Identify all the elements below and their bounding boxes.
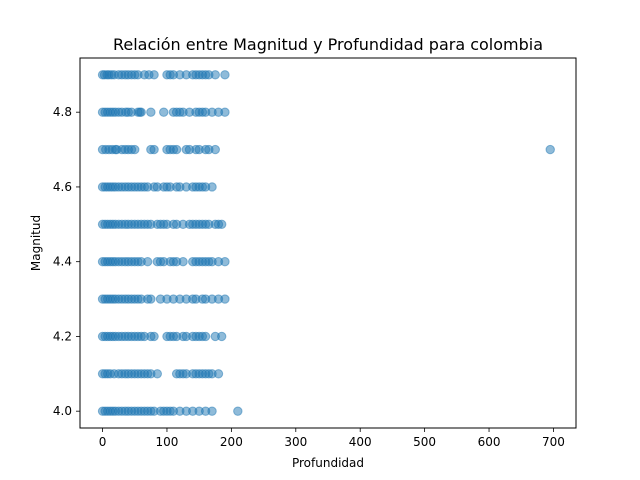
data-point [220,256,230,267]
data-point [152,369,163,379]
plot-frame [79,57,577,429]
data-point [233,406,243,416]
data-point [149,144,159,155]
y-tick-label: 4.2 [53,329,72,343]
x-tick-label: 0 [99,435,107,449]
data-point [210,144,220,155]
data-point [149,331,159,342]
x-axis-title: Profundidad [292,456,364,470]
data-point [217,219,227,230]
x-axis-ticks: 0 100 200 300 400 500 600 700 [99,428,565,449]
x-tick-label: 200 [220,435,243,449]
data-point [217,331,227,342]
data-point [220,70,230,80]
y-tick-label: 4.4 [53,255,72,269]
x-tick-label: 500 [413,435,436,449]
y-axis-title: Magnitud [29,215,43,271]
y-tick-label: 4.0 [53,404,72,418]
data-point [213,369,224,379]
data-point [207,406,217,416]
y-tick-label: 4.6 [53,180,72,194]
x-tick-label: 300 [284,435,307,449]
data-point [545,144,555,155]
data-point [130,144,140,155]
data-points [97,70,555,416]
data-point [200,331,211,342]
data-point [149,70,159,80]
data-point [136,107,146,117]
data-point [178,256,188,267]
y-axis-ticks: 4.0 4.2 4.4 4.6 4.8 [53,105,80,418]
data-point [146,294,156,304]
x-tick-label: 600 [478,435,501,449]
chart-title: Relación entre Magnitud y Profundidad pa… [113,35,543,54]
data-point [210,70,220,80]
data-point [220,107,230,117]
y-tick-label: 4.8 [53,105,72,119]
data-point [142,256,153,267]
data-point [146,107,156,117]
data-point [220,294,230,304]
data-point [207,182,217,192]
x-tick-label: 400 [349,435,372,449]
x-tick-label: 100 [156,435,179,449]
x-tick-label: 700 [542,435,565,449]
data-point [171,144,182,155]
data-point [159,107,169,117]
